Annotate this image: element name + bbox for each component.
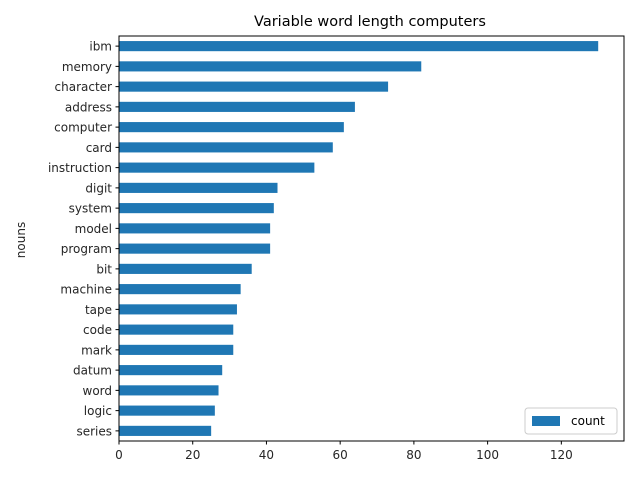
bar-instruction xyxy=(119,162,315,173)
bar-machine xyxy=(119,284,241,295)
y-tick-label: logic xyxy=(84,404,112,418)
y-tick-label: model xyxy=(75,222,112,236)
bar-memory xyxy=(119,61,422,72)
x-tick-label: 0 xyxy=(115,448,123,462)
chart-title: Variable word length computers xyxy=(254,14,486,30)
y-axis-label: nouns xyxy=(14,222,28,258)
y-tick-label: word xyxy=(83,384,113,398)
bar-mark xyxy=(119,344,234,355)
bar-series xyxy=(119,425,212,436)
y-tick-label: code xyxy=(83,323,112,337)
x-tick-label: 100 xyxy=(476,448,499,462)
x-tick-label: 20 xyxy=(185,448,200,462)
bars-group xyxy=(119,41,599,436)
bar-word xyxy=(119,385,219,396)
bar-digit xyxy=(119,182,278,193)
bar-datum xyxy=(119,365,223,376)
y-tick-label: digit xyxy=(85,181,112,195)
bar-ibm xyxy=(119,41,599,52)
x-axis-ticks: 0 20 40 60 80 100 120 xyxy=(115,441,573,462)
y-tick-label: series xyxy=(76,424,112,438)
y-tick-label: memory xyxy=(62,60,112,74)
y-tick-label: datum xyxy=(73,364,112,378)
bar-system xyxy=(119,203,274,214)
bar-bit xyxy=(119,263,252,274)
y-tick-label: tape xyxy=(85,303,112,317)
x-tick-label: 80 xyxy=(406,448,421,462)
y-tick-label: ibm xyxy=(89,40,112,54)
x-tick-label: 120 xyxy=(550,448,573,462)
bar-computer xyxy=(119,122,344,133)
y-tick-label: mark xyxy=(81,343,112,357)
y-tick-label: computer xyxy=(54,121,112,135)
y-tick-label: instruction xyxy=(48,161,112,175)
y-tick-label: system xyxy=(69,202,112,216)
bar-model xyxy=(119,223,271,234)
bar-character xyxy=(119,81,389,92)
x-tick-label: 60 xyxy=(333,448,348,462)
y-tick-label: machine xyxy=(60,283,112,297)
legend: count xyxy=(524,407,618,435)
bar-address xyxy=(119,101,355,112)
legend-swatch xyxy=(532,416,560,426)
y-tick-label: bit xyxy=(96,262,112,276)
bar-program xyxy=(119,243,271,254)
y-axis-ticks: ibm memory character address computer card ins… xyxy=(48,40,119,438)
y-tick-label: character xyxy=(55,80,113,94)
legend-label: count xyxy=(571,414,605,428)
y-tick-label: program xyxy=(61,242,112,256)
y-tick-label: address xyxy=(65,100,112,114)
bar-code xyxy=(119,324,234,335)
bar-card xyxy=(119,142,333,153)
legend-box xyxy=(524,407,618,435)
bar-tape xyxy=(119,304,237,315)
plot-frame xyxy=(118,35,625,442)
x-tick-label: 40 xyxy=(259,448,274,462)
y-tick-label: card xyxy=(86,141,112,155)
bar-logic xyxy=(119,405,215,416)
